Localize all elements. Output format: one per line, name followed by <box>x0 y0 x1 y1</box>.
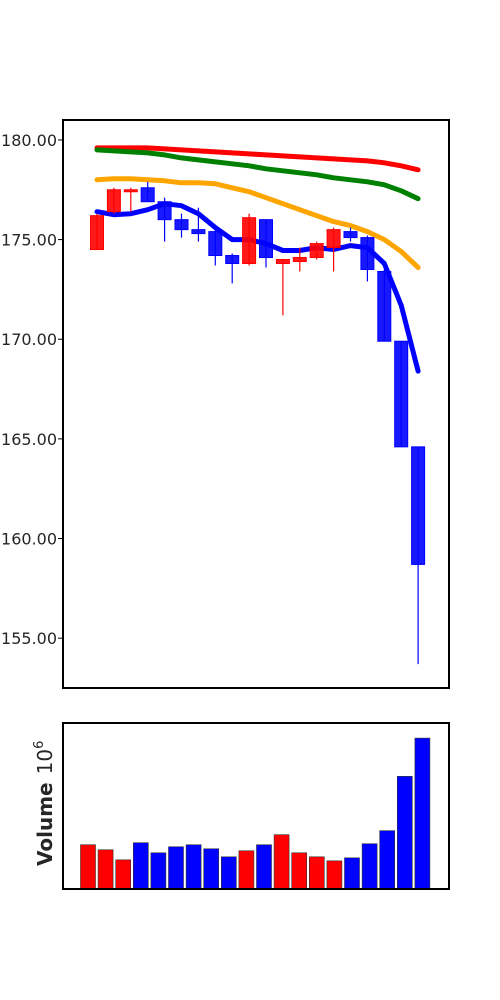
volume-chart-panel: Volume106 <box>32 722 450 890</box>
candle-body <box>242 217 257 264</box>
candle-body <box>157 201 172 221</box>
volume-bar <box>133 842 149 890</box>
price-plot-frame <box>62 119 450 689</box>
candle-body <box>140 187 155 203</box>
candle-body <box>411 446 426 565</box>
volume-bar <box>80 844 96 890</box>
moving-average-line-1 <box>94 145 421 173</box>
volume-bar <box>185 844 202 890</box>
candle-body <box>343 231 358 239</box>
candle <box>157 197 172 242</box>
volume-bar <box>361 843 378 890</box>
volume-bar <box>291 852 308 890</box>
candle-body <box>191 229 206 235</box>
candle-body <box>275 259 290 264</box>
candle-body <box>360 237 375 270</box>
price-chart-panel: 155.00 160.00 165.00 170.00 175.00 180.00 <box>1 119 450 689</box>
candle <box>259 219 273 268</box>
price-y-tick-label: 175.00 <box>1 231 57 250</box>
volume-bar <box>115 859 131 890</box>
volume-bar <box>203 848 219 890</box>
candle-body <box>377 270 392 342</box>
price-y-tick-label: 180.00 <box>1 131 57 150</box>
candle <box>292 247 307 272</box>
price-y-tick-label: 165.00 <box>1 430 57 449</box>
volume-bar <box>326 860 343 890</box>
candlestick-layer <box>90 181 426 665</box>
candle <box>377 269 392 342</box>
volume-bar <box>414 737 431 890</box>
candle-body <box>326 229 341 249</box>
candle-body <box>174 219 189 231</box>
candle <box>123 187 138 212</box>
candle <box>309 241 324 260</box>
candle-body <box>90 215 104 251</box>
volume-bar <box>256 844 272 890</box>
price-y-tick-label: 160.00 <box>1 530 57 549</box>
volume-axis-label: Volume106 <box>32 741 57 866</box>
volume-bar <box>396 776 413 890</box>
candle-body <box>225 255 240 264</box>
price-y-axis-ticks: 155.00 160.00 165.00 170.00 175.00 180.00 <box>1 131 63 648</box>
candle <box>326 227 341 272</box>
candle <box>242 213 257 266</box>
candle <box>106 187 121 214</box>
volume-plot-frame <box>62 722 450 890</box>
price-y-tick-label: 170.00 <box>1 330 57 349</box>
price-y-tick-label: 155.00 <box>1 629 57 648</box>
volume-bar <box>273 834 290 890</box>
candle <box>174 213 189 238</box>
candle-body <box>123 189 138 193</box>
candle-body <box>292 257 307 263</box>
volume-bars-layer <box>80 737 431 890</box>
candle <box>191 207 206 242</box>
candle <box>343 227 358 242</box>
candle <box>360 235 375 282</box>
candle <box>208 227 223 266</box>
candle-body <box>394 340 409 448</box>
candle-body <box>309 243 324 259</box>
candle-body <box>208 231 223 257</box>
volume-bar <box>308 856 325 890</box>
volume-bar <box>168 846 184 890</box>
candle-body <box>259 219 273 259</box>
candle <box>225 253 240 284</box>
moving-average-line-4 <box>94 201 421 374</box>
candle <box>140 181 155 203</box>
moving-average-line-3 <box>94 176 421 270</box>
volume-bar <box>379 830 396 890</box>
candle <box>394 340 409 448</box>
candle <box>275 259 290 316</box>
volume-bar <box>344 857 360 890</box>
moving-average-line-2 <box>94 147 421 202</box>
candle-body <box>106 189 121 213</box>
volume-bar <box>238 850 255 890</box>
candle <box>90 213 104 251</box>
volume-bar <box>221 856 237 890</box>
volume-bar <box>97 849 114 890</box>
candle <box>411 446 426 665</box>
volume-bar <box>150 852 167 890</box>
